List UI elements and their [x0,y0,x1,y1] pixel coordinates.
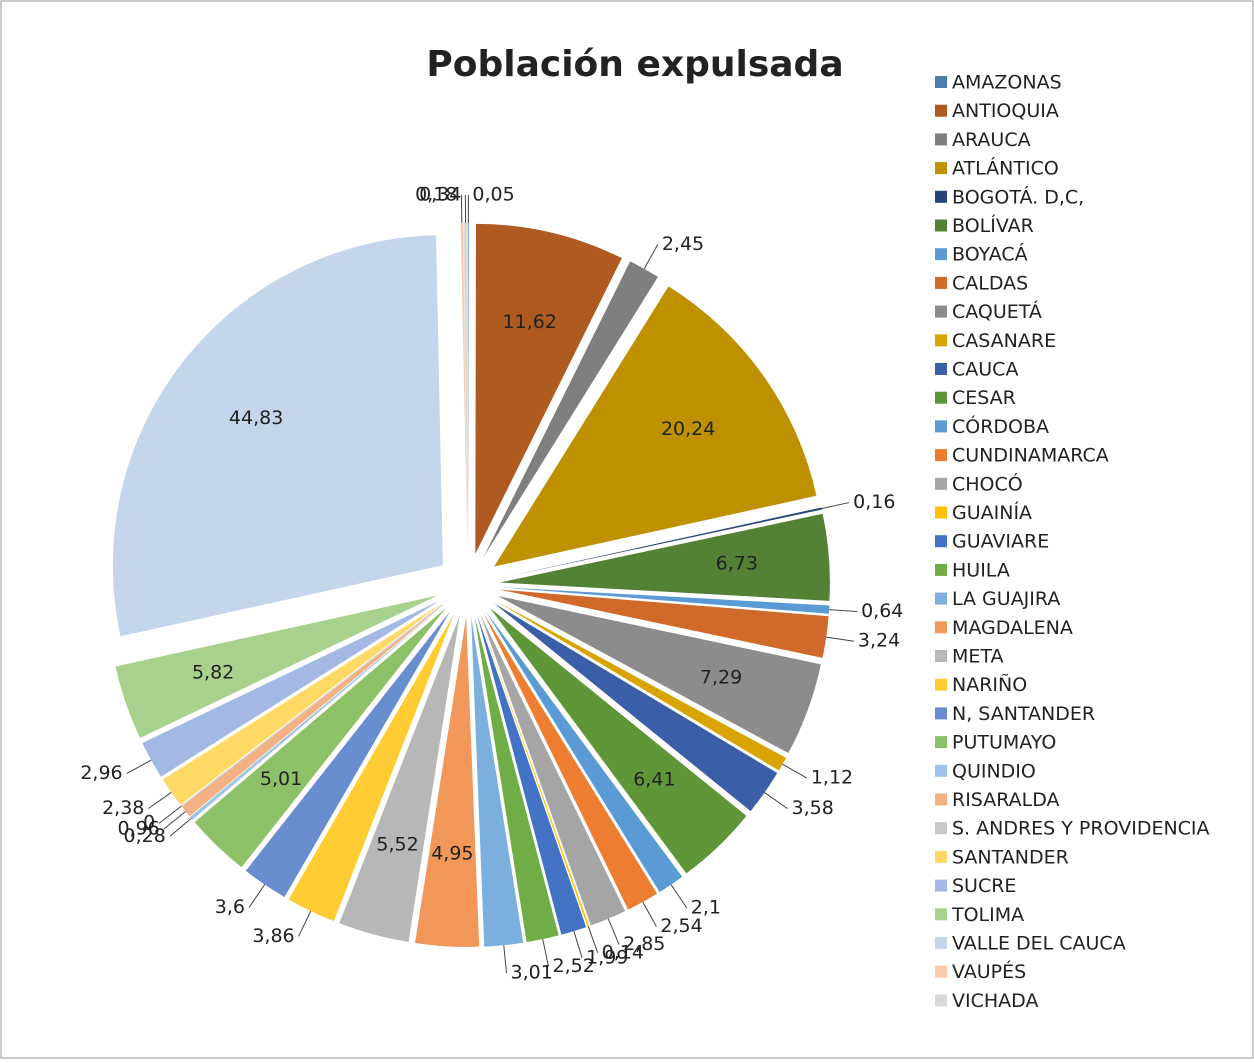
legend-label: GUAINÍA [952,501,1032,524]
data-label: 2,52 [553,955,595,977]
data-label: 2,38 [102,797,144,819]
legend-label: CAUCA [952,359,1018,381]
data-label: 0,34 [419,184,461,206]
legend-label: VALLE DEL CAUCA [952,933,1126,955]
legend-label: GUAVIARE [952,531,1049,553]
legend-label: SANTANDER [952,846,1069,868]
legend-swatch [935,564,947,576]
legend-label: CHOCÓ [952,471,1023,495]
legend-swatch [935,363,947,375]
legend-swatch [935,478,947,490]
legend-swatch [935,535,947,547]
legend-swatch [935,220,947,232]
legend-swatch [935,334,947,346]
data-label: 3,24 [858,630,900,652]
data-label: 0,05 [472,184,514,206]
data-label: 0,64 [861,600,903,622]
legend-label: ANTIOQUIA [952,100,1059,122]
data-label: 1,12 [811,767,853,789]
data-label: 4,95 [431,843,473,865]
legend-label: MAGDALENA [952,617,1073,639]
legend-label: VICHADA [952,990,1038,1012]
legend-swatch [935,133,947,145]
legend-swatch [935,736,947,748]
legend-label: CASANARE [952,330,1056,352]
legend-label: CÓRDOBA [952,414,1049,438]
legend-swatch [935,966,947,978]
data-label: 3,86 [252,925,294,947]
legend-swatch [935,162,947,174]
legend-label: SUCRE [952,875,1016,897]
legend-swatch [935,306,947,318]
legend-label: NARIÑO [952,673,1027,696]
legend-label: CALDAS [952,272,1028,294]
data-label: 5,82 [192,661,234,683]
legend-swatch [935,908,947,920]
data-label: 7,29 [700,666,742,688]
legend-swatch [935,105,947,117]
legend-label: RISARALDA [952,789,1060,811]
data-label: 5,52 [376,834,418,856]
legend-swatch [935,707,947,719]
legend-label: PUTUMAYO [952,732,1056,754]
legend-label: S. ANDRES Y PROVIDENCIA [952,818,1210,840]
legend-label: CAQUETÁ [952,300,1042,323]
legend-label: BOYACÁ [952,243,1028,266]
legend-swatch [935,851,947,863]
legend-swatch [935,507,947,519]
data-label: 44,83 [229,407,283,429]
legend-swatch [935,794,947,806]
data-label: 6,73 [716,553,758,575]
data-label: 0,16 [853,491,895,513]
legend-swatch [935,994,947,1006]
legend-swatch [935,191,947,203]
legend-label: CUNDINAMARCA [952,445,1109,467]
legend-swatch [935,937,947,949]
legend-swatch [935,449,947,461]
legend-swatch [935,593,947,605]
chart-title: Población expulsada [426,44,843,85]
data-label: 3,58 [792,797,834,819]
data-label: 5,01 [260,768,302,790]
data-label: 2,96 [80,762,122,784]
legend-swatch [935,621,947,633]
data-label: 0 [143,812,155,834]
data-label: 3,01 [511,962,553,984]
legend-swatch [935,248,947,260]
data-label: 2,45 [662,233,704,255]
legend-label: VAUPÉS [952,960,1026,983]
legend-swatch [935,76,947,88]
data-label: 20,24 [661,418,715,440]
legend-label: META [952,646,1004,668]
legend-label: LA GUAJIRA [952,588,1060,610]
data-label: 2,54 [660,915,702,937]
legend-label: TOLIMA [951,904,1024,926]
data-label: 11,62 [503,311,557,333]
legend-label: N, SANTANDER [952,703,1095,725]
legend-swatch [935,765,947,777]
legend-label: AMAZONAS [952,72,1062,94]
legend-label: ARAUCA [952,129,1031,151]
legend-label: CESAR [952,387,1016,409]
legend-swatch [935,650,947,662]
data-label: 3,6 [215,896,245,918]
legend-label: QUINDIO [952,760,1036,782]
legend-swatch [935,277,947,289]
legend-swatch [935,420,947,432]
legend-swatch [935,822,947,834]
legend-label: BOGOTÁ. D,C, [952,185,1084,208]
legend-label: BOLÍVAR [952,214,1034,237]
legend-swatch [935,679,947,691]
legend-swatch [935,392,947,404]
legend-swatch [935,880,947,892]
data-label: 6,41 [633,768,675,790]
legend-label: HUILA [952,559,1010,581]
legend-label: ATLÁNTICO [952,157,1059,180]
